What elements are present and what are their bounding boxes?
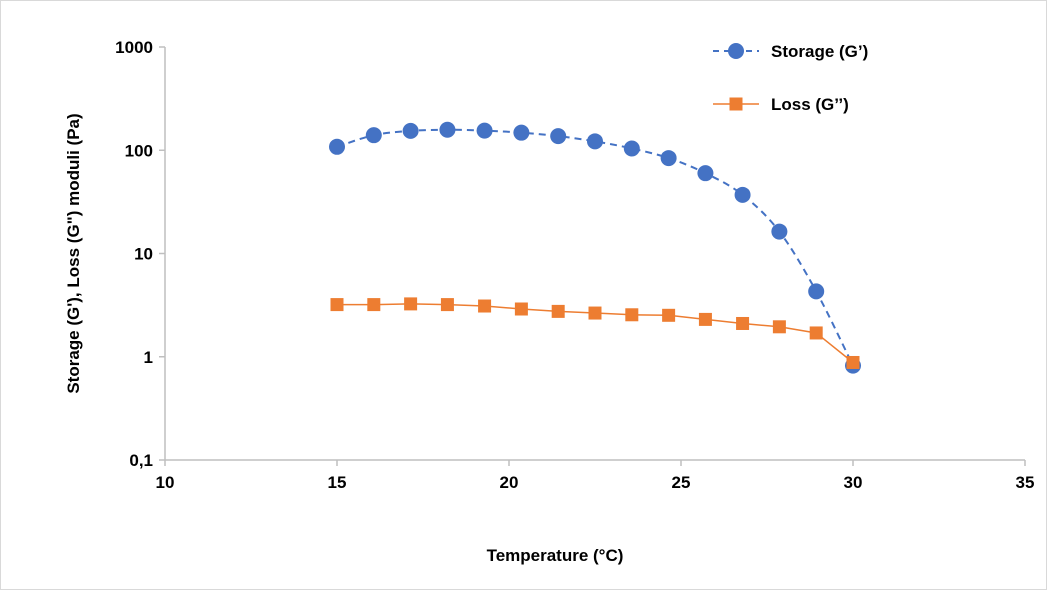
x-tick-label: 25	[672, 473, 691, 492]
data-point	[476, 122, 493, 139]
data-point	[402, 122, 419, 139]
data-point	[551, 304, 565, 318]
y-tick-label: 10	[134, 245, 153, 264]
x-tick-label: 10	[156, 473, 175, 492]
x-tick-label: 15	[328, 473, 347, 492]
data-point	[623, 140, 640, 157]
data-point	[736, 316, 750, 330]
y-tick-label: 100	[125, 141, 153, 160]
data-point	[846, 355, 860, 369]
data-point	[625, 308, 639, 322]
series-storage	[329, 121, 861, 374]
data-point	[404, 297, 418, 311]
data-point	[662, 308, 676, 322]
data-point	[772, 320, 786, 334]
x-tick-label: 35	[1016, 473, 1035, 492]
data-point	[660, 150, 677, 167]
data-point	[439, 121, 456, 138]
data-point	[367, 298, 381, 312]
legend-item-storage: Storage (G’)	[713, 42, 868, 61]
data-point	[588, 306, 602, 320]
data-point	[514, 302, 528, 316]
legend-label: Storage (G’)	[771, 42, 868, 61]
x-tick-label: 30	[844, 473, 863, 492]
data-point	[365, 127, 382, 144]
y-axis-title: Storage (G'), Loss (G") moduli (Pa)	[64, 113, 83, 393]
data-point	[808, 283, 825, 300]
y-tick-label: 1000	[115, 38, 153, 57]
data-point	[478, 299, 492, 313]
chart-marks	[329, 121, 861, 374]
y-tick-label: 0,1	[129, 451, 153, 470]
series-loss	[330, 297, 860, 369]
data-point	[734, 186, 751, 203]
data-point	[698, 312, 712, 326]
legend-item-loss: Loss (G’’)	[713, 95, 849, 114]
data-point	[771, 223, 788, 240]
data-point	[330, 298, 344, 312]
data-point	[550, 128, 567, 145]
x-tick-label: 20	[500, 473, 519, 492]
legend-marker	[729, 97, 743, 111]
legend-marker	[728, 43, 744, 59]
x-axis-title: Temperature (°C)	[487, 546, 624, 565]
legend-label: Loss (G’’)	[771, 95, 849, 114]
data-point	[440, 298, 454, 312]
y-tick-label: 1	[144, 348, 153, 367]
legend: Storage (G’) Loss (G’’)	[713, 42, 868, 114]
data-point	[697, 165, 714, 182]
data-point	[513, 124, 530, 141]
data-point	[587, 133, 603, 150]
data-point	[809, 326, 823, 340]
axes: 10 15 20 25 30 35 0,1 1 10 100 1000	[115, 38, 1034, 492]
data-point	[329, 138, 345, 155]
